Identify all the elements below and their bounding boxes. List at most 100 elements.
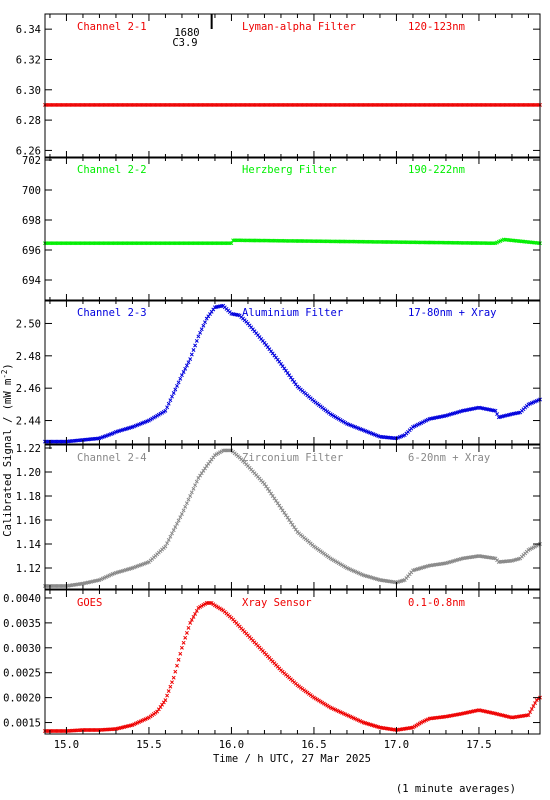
data-point bbox=[198, 473, 203, 478]
data-point bbox=[183, 635, 188, 640]
data-point bbox=[165, 693, 170, 698]
data-point bbox=[186, 360, 191, 365]
data-point bbox=[272, 496, 277, 501]
y-tick-label: 1.14 bbox=[16, 539, 41, 551]
data-point bbox=[173, 669, 178, 674]
x-tick-label: 16.5 bbox=[301, 739, 326, 751]
panel-frame bbox=[44, 444, 541, 590]
y-tick-label: 698 bbox=[22, 215, 41, 227]
x-axis-label: Time / h UTC, 27 Mar 2025 bbox=[213, 753, 371, 765]
data-point bbox=[201, 468, 206, 473]
data-point bbox=[203, 320, 207, 325]
data-point bbox=[183, 504, 188, 509]
data-point bbox=[188, 357, 193, 362]
data-point bbox=[194, 608, 199, 613]
data-point bbox=[288, 520, 293, 525]
y-tick-label: 6.26 bbox=[16, 145, 41, 157]
y-tick-label: 0.0025 bbox=[3, 668, 41, 680]
y-tick-label: 1.16 bbox=[16, 515, 41, 527]
data-point bbox=[196, 334, 201, 339]
data-point bbox=[184, 630, 189, 635]
data-point bbox=[531, 704, 536, 709]
data-point bbox=[184, 501, 189, 506]
y-tick-label: 6.30 bbox=[16, 85, 41, 97]
y-tick-label: 6.28 bbox=[16, 115, 41, 127]
data-point bbox=[178, 651, 183, 656]
data-point bbox=[166, 537, 171, 542]
data-point bbox=[181, 508, 186, 513]
y-tick-label: 6.34 bbox=[16, 24, 41, 36]
panel-band-label: 17-80nm + Xray bbox=[408, 307, 497, 319]
panel-5: 0.0015 0.0020 0.0025 0.0030 0.0035 0.0040 GOES… bbox=[3, 589, 542, 735]
data-point bbox=[166, 689, 171, 694]
data-point bbox=[194, 338, 199, 343]
data-point bbox=[168, 398, 173, 403]
y-tick-label: 1.22 bbox=[16, 443, 41, 455]
data-point bbox=[175, 521, 179, 526]
footnote: (1 minute averages) bbox=[396, 783, 516, 795]
y-axis-label-main: Calibrated Signal / (mW m bbox=[2, 379, 14, 537]
y-tick-label: 0.0015 bbox=[3, 718, 41, 730]
series-2 bbox=[43, 237, 542, 246]
data-point bbox=[163, 698, 168, 703]
data-point bbox=[165, 405, 170, 410]
data-point bbox=[275, 501, 280, 506]
data-point bbox=[191, 486, 196, 491]
data-point bbox=[178, 515, 183, 520]
data-point bbox=[282, 510, 287, 515]
data-point bbox=[176, 518, 181, 523]
data-point bbox=[201, 323, 206, 328]
x-tick-label: 15.5 bbox=[136, 739, 161, 751]
panel-channel-label: Channel 2-2 bbox=[77, 164, 147, 176]
annotation-line2: C3.9 bbox=[172, 37, 197, 49]
series-3 bbox=[43, 303, 542, 444]
panel-channel-label: Channel 2-4 bbox=[77, 452, 147, 464]
panel-frame bbox=[44, 13, 541, 159]
data-point bbox=[183, 366, 188, 371]
data-point bbox=[529, 707, 534, 712]
data-point bbox=[179, 645, 184, 650]
data-point bbox=[191, 614, 196, 619]
panel-frame bbox=[44, 156, 541, 302]
data-point bbox=[175, 383, 179, 388]
data-point bbox=[171, 675, 176, 680]
x-tick-label: 17.5 bbox=[466, 739, 491, 751]
panel-band-label: 0.1-0.8nm bbox=[408, 597, 465, 609]
data-point bbox=[186, 625, 191, 630]
panel-filter-label: Xray Sensor bbox=[242, 597, 312, 609]
data-point bbox=[166, 401, 171, 406]
data-point bbox=[279, 506, 283, 510]
y-tick-label: 0.0030 bbox=[3, 643, 41, 655]
data-point bbox=[493, 408, 498, 413]
y-tick-label: 696 bbox=[22, 245, 41, 257]
data-point bbox=[265, 486, 270, 491]
panel-filter-label: Lyman-alpha Filter bbox=[242, 21, 356, 33]
y-tick-label: 1.18 bbox=[16, 491, 41, 503]
data-point bbox=[188, 620, 193, 625]
y-tick-label: 2.50 bbox=[16, 318, 41, 330]
data-point bbox=[198, 330, 203, 335]
data-point bbox=[181, 370, 186, 374]
y-tick-label: 2.48 bbox=[16, 351, 41, 363]
panel-band-label: 6-20nm + Xray bbox=[408, 452, 490, 464]
data-point bbox=[189, 617, 194, 622]
y-axis-label-close: ) bbox=[2, 363, 14, 369]
data-point bbox=[163, 544, 168, 549]
y-tick-label: 0.0040 bbox=[3, 593, 41, 605]
x-tick-label: 17.0 bbox=[384, 739, 409, 751]
y-tick-label: 2.46 bbox=[16, 383, 41, 395]
data-point bbox=[173, 387, 178, 392]
data-point bbox=[188, 494, 193, 498]
data-point bbox=[269, 491, 274, 496]
y-tick-label: 700 bbox=[22, 185, 41, 197]
data-point bbox=[189, 490, 194, 495]
panel-filter-label: Herzberg Filter bbox=[242, 164, 337, 176]
panel-3: 2.44 2.46 2.48 2.50 Channel 2-3 Aluminium Fil… bbox=[16, 299, 542, 445]
y-tick-label: 702 bbox=[22, 155, 41, 167]
data-point bbox=[176, 657, 181, 662]
data-point bbox=[163, 408, 168, 413]
x-tick-label: 16.0 bbox=[219, 739, 244, 751]
data-point bbox=[170, 680, 174, 685]
y-tick-label: 6.32 bbox=[16, 54, 41, 66]
